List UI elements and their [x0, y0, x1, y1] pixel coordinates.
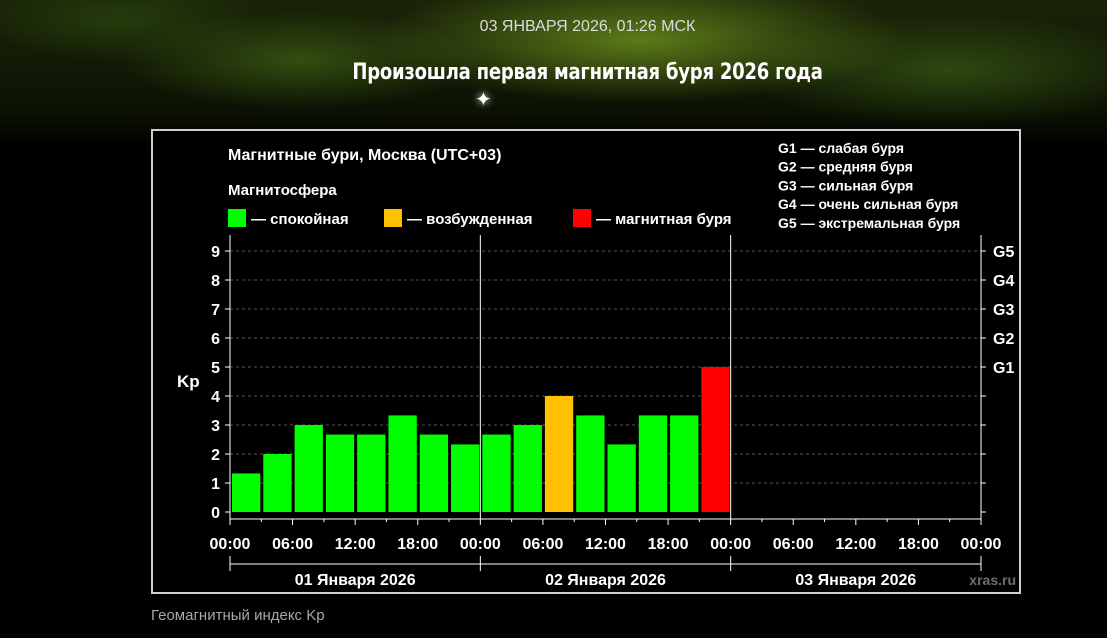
storm-scale-item-2: G3 — сильная буря	[778, 177, 913, 193]
x-tick-label-12: 00:00	[961, 536, 1002, 553]
y-tick-label-8: 8	[211, 273, 220, 290]
legend-swatch-0	[228, 209, 246, 227]
kp-bar-15	[701, 367, 730, 512]
kp-chart: Магнитные бури, Москва (UTC+03) Магнитосф…	[177, 140, 1016, 589]
x-tick-label-2: 12:00	[335, 536, 376, 553]
y-tick-label-1: 1	[211, 476, 220, 493]
legend-label-1: — возбужденная	[407, 211, 533, 228]
kp-bar-2	[294, 425, 323, 512]
y-tick-label-6: 6	[211, 331, 220, 348]
storm-scale-item-0: G1 — слабая буря	[778, 140, 904, 156]
day-label-0: 01 Января 2026	[295, 572, 416, 589]
kp-chart-frame: Магнитные бури, Москва (UTC+03) Магнитосф…	[151, 129, 1021, 594]
x-tick-label-0: 00:00	[210, 536, 251, 553]
kp-bar-3	[325, 434, 355, 512]
x-tick-label-7: 18:00	[648, 536, 689, 553]
storm-scale-item-4: G5 — экстремальная буря	[778, 215, 960, 231]
kp-bar-4	[357, 434, 386, 512]
kp-bar-11	[576, 415, 605, 512]
chart-title: Магнитные бури, Москва (UTC+03)	[228, 147, 501, 164]
legend-label-2: — магнитная буря	[596, 211, 732, 228]
kp-bar-14	[670, 415, 699, 512]
kp-bar-7	[451, 444, 480, 512]
right-tick-label-G3: G3	[993, 302, 1014, 319]
right-tick-label-G5: G5	[993, 244, 1014, 261]
day-label-2: 03 Января 2026	[795, 572, 916, 589]
legend-label-0: — спокойная	[251, 211, 349, 228]
x-tick-label-1: 06:00	[272, 536, 313, 553]
y-tick-label-2: 2	[211, 447, 220, 464]
x-tick-label-10: 12:00	[835, 536, 876, 553]
kp-bar-12	[607, 444, 636, 512]
y-tick-label-7: 7	[211, 302, 220, 319]
y-tick-label-3: 3	[211, 418, 220, 435]
right-tick-label-G1: G1	[993, 360, 1014, 377]
kp-bar-13	[638, 415, 668, 512]
y-tick-label-5: 5	[211, 360, 220, 377]
right-tick-label-G2: G2	[993, 331, 1014, 348]
y-axis-label: Kp	[177, 372, 200, 391]
day-label-1: 02 Января 2026	[545, 572, 666, 589]
legend-title: Магнитосфера	[228, 182, 337, 199]
right-tick-label-G4: G4	[993, 273, 1014, 290]
article-headline: Произошла первая магнитная буря 2026 год…	[352, 60, 823, 85]
storm-scale-item-1: G2 — средняя буря	[778, 159, 913, 175]
kp-bar-9	[513, 425, 542, 512]
x-tick-label-11: 18:00	[898, 536, 939, 553]
kp-bar-0	[232, 473, 261, 512]
legend-swatch-1	[384, 209, 402, 227]
kp-bar-1	[263, 454, 292, 512]
x-tick-label-6: 12:00	[585, 536, 626, 553]
x-tick-label-9: 06:00	[773, 536, 814, 553]
storm-scale-item-3: G4 — очень сильная буря	[778, 196, 958, 212]
x-tick-label-4: 00:00	[460, 536, 501, 553]
x-tick-label-5: 06:00	[522, 536, 563, 553]
kp-bar-6	[419, 434, 449, 512]
y-tick-label-9: 9	[211, 244, 220, 261]
kp-bar-8	[482, 434, 511, 512]
kp-bar-5	[388, 415, 417, 512]
x-tick-label-8: 00:00	[710, 536, 751, 553]
kp-bar-10	[544, 396, 574, 512]
x-tick-label-3: 18:00	[397, 536, 438, 553]
y-tick-label-0: 0	[211, 505, 220, 522]
star-sparkle-icon: ✦	[475, 89, 492, 111]
y-tick-label-4: 4	[211, 389, 220, 406]
watermark-text: xras.ru	[969, 572, 1016, 588]
article-date: 03 ЯНВАРЯ 2026, 01:26 МСК	[479, 18, 696, 35]
chart-caption: Геомагнитный индекс Kp	[151, 607, 325, 624]
legend-swatch-2	[573, 209, 591, 227]
